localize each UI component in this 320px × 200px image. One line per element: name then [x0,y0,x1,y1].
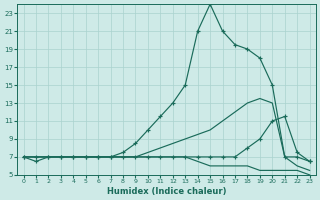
X-axis label: Humidex (Indice chaleur): Humidex (Indice chaleur) [107,187,226,196]
